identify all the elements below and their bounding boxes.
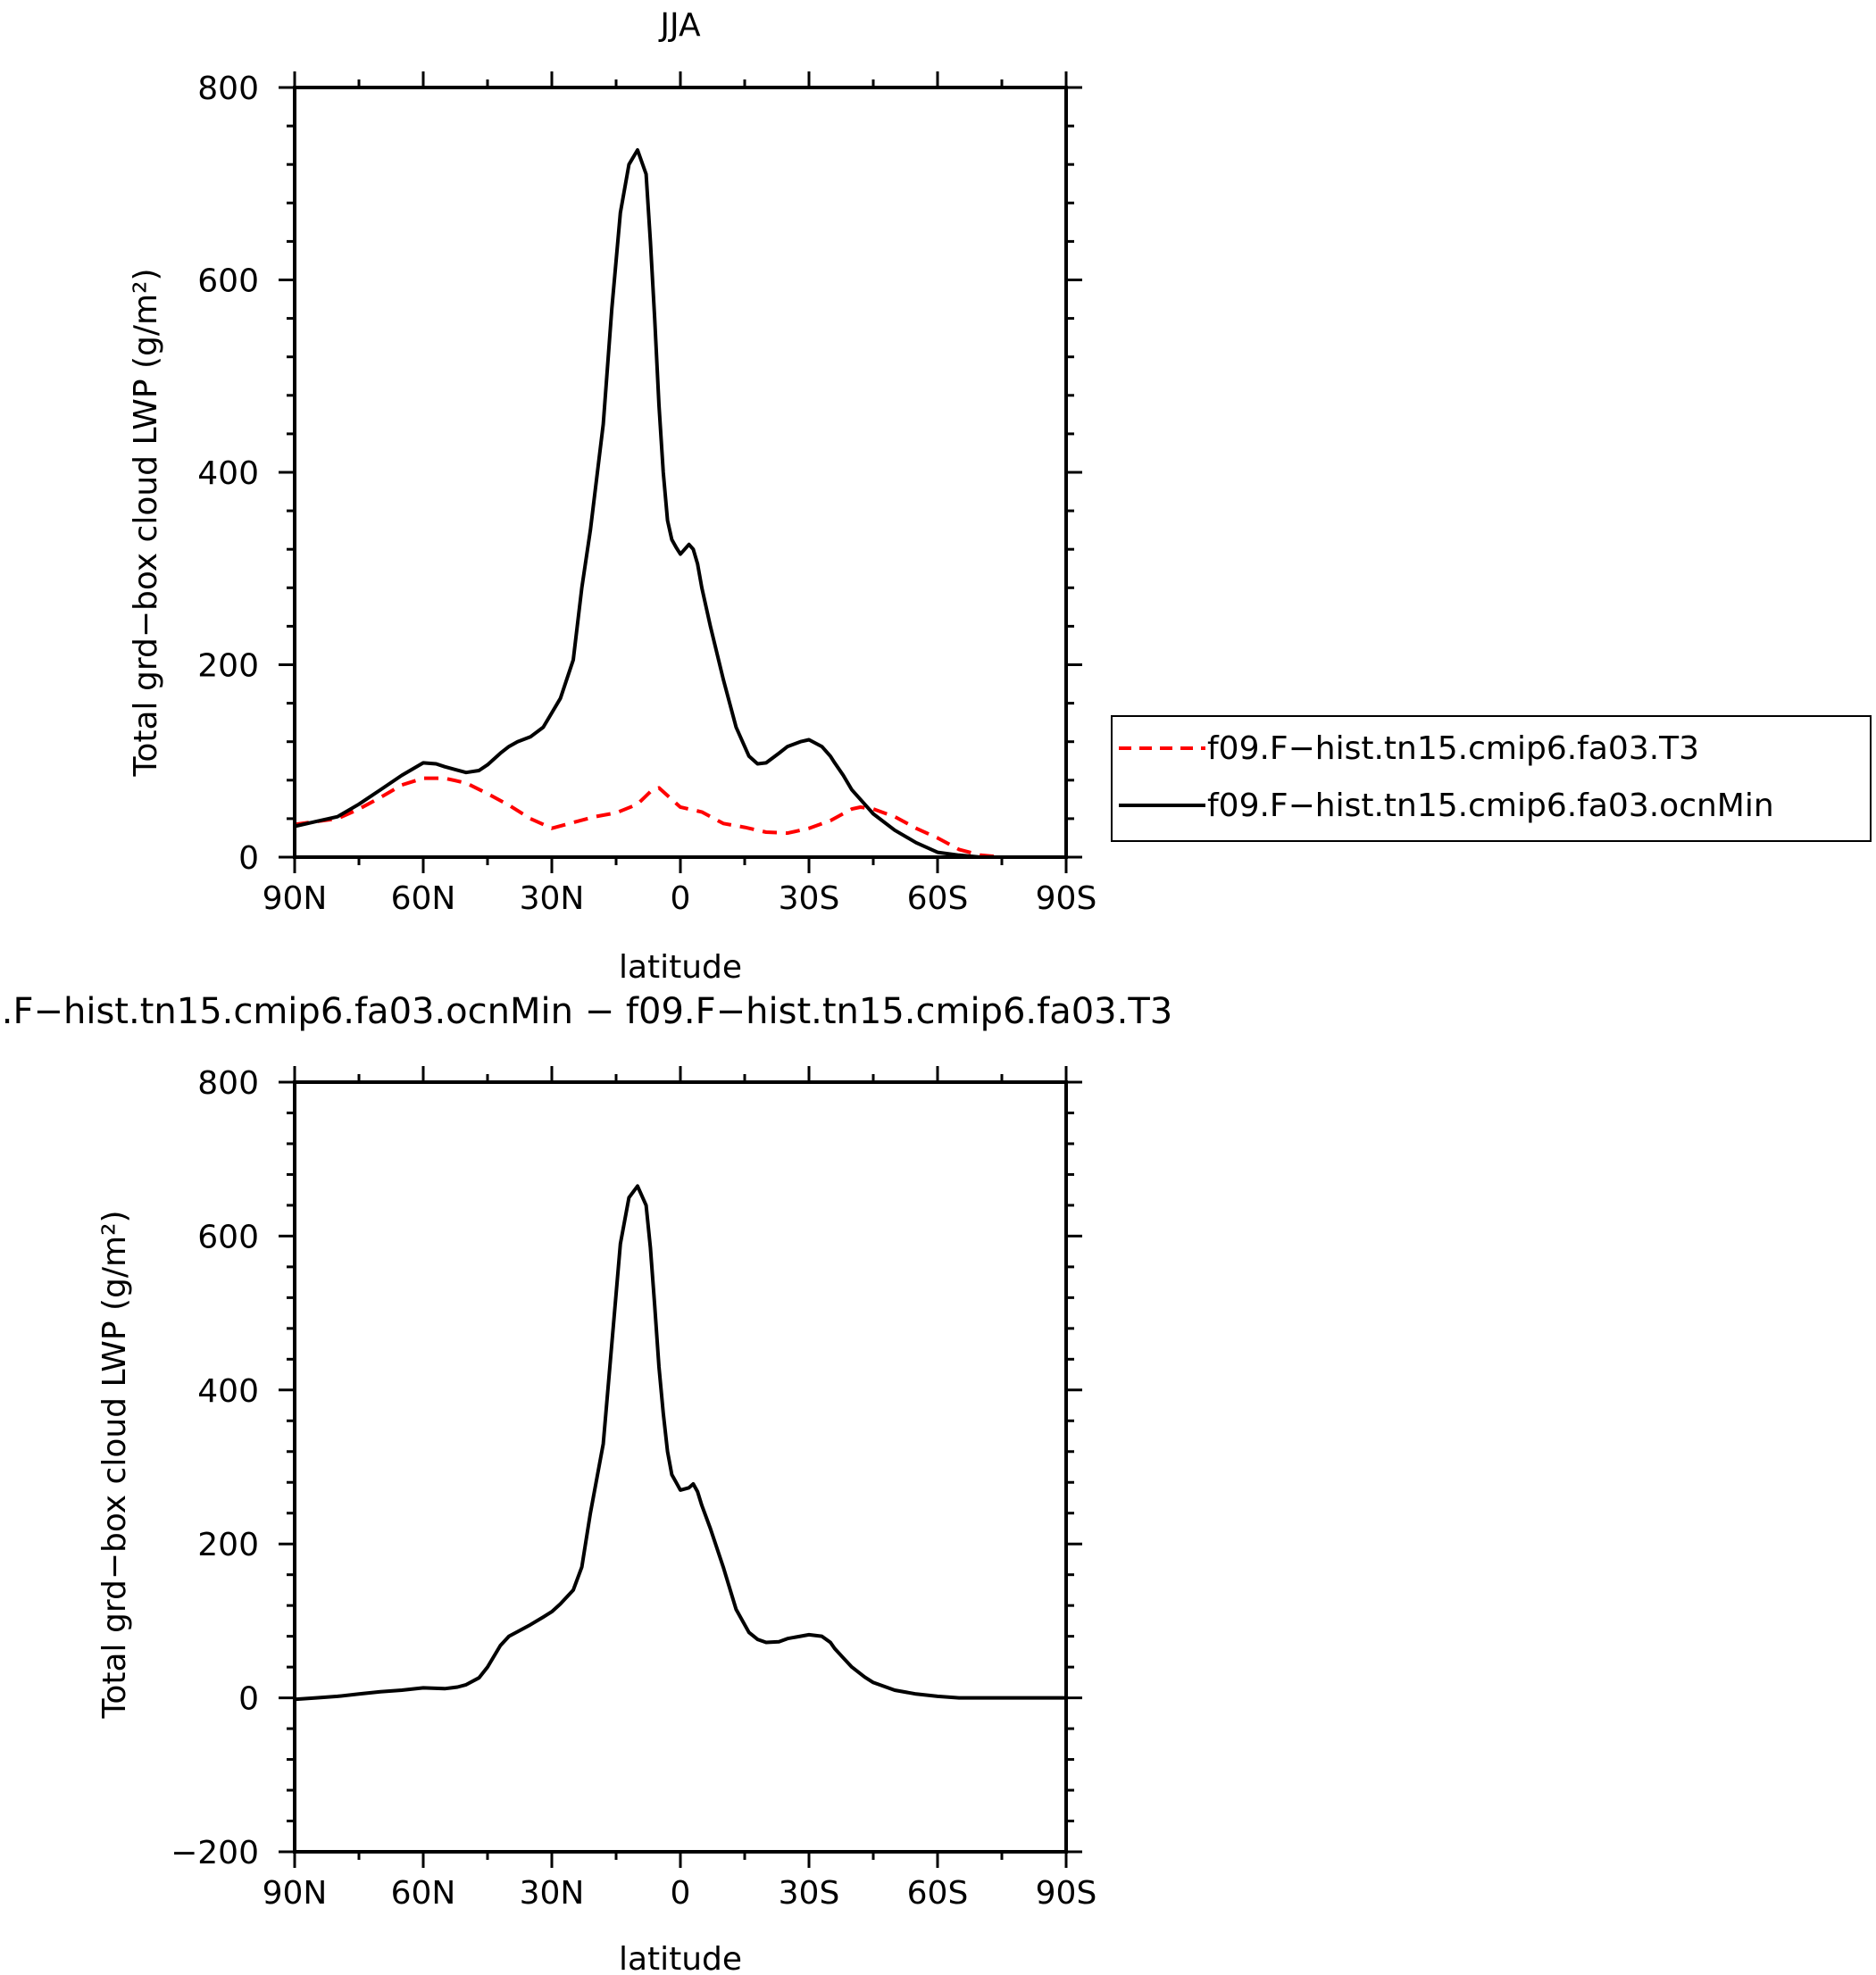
top-chart: JJA latitude Total grd−box cloud LWP (g/… [128,7,1096,986]
bottom-chart-x-axis-label: latitude [619,1941,742,1975]
bottom-x-tick-label: 60S [907,1875,969,1912]
bottom-y-tick-label: 0 [238,1681,259,1718]
bottom-y-tick-label: 200 [197,1527,259,1563]
bottom-x-tick-label: 0 [671,1875,691,1912]
bottom-chart-plot-frame [293,1080,1068,1854]
bottom-x-tick-label: 30N [520,1875,585,1912]
top-chart-y-axis-label: Total grd−box cloud LWP (g/m²) [128,268,164,777]
bottom-chart-y-axis-label: Total grd−box cloud LWP (g/m²) [96,1210,133,1719]
top-x-tick-label: 30N [520,880,585,917]
top-y-tick-label: 0 [238,840,259,877]
legend-label-t3: f09.F−hist.tn15.cmip6.fa03.T3 [1207,730,1699,767]
legend-box [1111,715,1872,842]
bottom-y-tick-label: 800 [197,1065,259,1102]
top-chart-x-axis-label: latitude [619,949,742,986]
bottom-y-tick-label: 600 [197,1219,259,1255]
bottom-x-tick-label: 60N [391,1875,456,1912]
top-y-tick-label: 600 [197,263,259,300]
top-y-tick-label: 800 [197,71,259,107]
top-chart-series-layer [294,148,1066,859]
bottom-chart: f09.F−hist.tn15.cmip6.fa03.ocnMin − f09.… [0,991,1172,1975]
top-y-tick-label: 400 [197,455,259,492]
top-series-line-0 [294,776,1066,859]
bottom-series-line-0 [294,1184,1066,1702]
bottom-x-tick-label: 30S [779,1875,840,1912]
top-x-tick-label: 0 [671,880,691,917]
top-chart-title: JJA [658,7,701,44]
bottom-chart-series-layer [294,1184,1066,1702]
top-chart-ticks: 90N 60N 30N 0 30S 60S 90S 0 200 400 600 800 [197,71,1096,917]
bottom-chart-title: f09.F−hist.tn15.cmip6.fa03.ocnMin − f09.… [0,991,1172,1032]
legend-label-ocnmin: f09.F−hist.tn15.cmip6.fa03.ocnMin [1207,788,1774,824]
bottom-x-tick-label: 90S [1036,1875,1097,1912]
bottom-y-tick-label: −200 [171,1835,259,1871]
top-x-tick-label: 60S [907,880,969,917]
top-x-tick-label: 90S [1036,880,1097,917]
top-x-tick-label: 30S [779,880,840,917]
top-x-tick-label: 60N [391,880,456,917]
bottom-y-tick-label: 400 [197,1373,259,1410]
legend: f09.F−hist.tn15.cmip6.fa03.T3 f09.F−hist… [1111,715,1872,842]
top-series-line-1 [294,148,1066,859]
legend-item-ocnmin: f09.F−hist.tn15.cmip6.fa03.ocnMin [1119,788,1774,824]
top-chart-plot-frame [293,86,1068,859]
legend-item-t3: f09.F−hist.tn15.cmip6.fa03.T3 [1119,730,1699,767]
top-x-tick-label: 90N [263,880,328,917]
top-y-tick-label: 200 [197,648,259,685]
bottom-x-tick-label: 90N [263,1875,328,1912]
